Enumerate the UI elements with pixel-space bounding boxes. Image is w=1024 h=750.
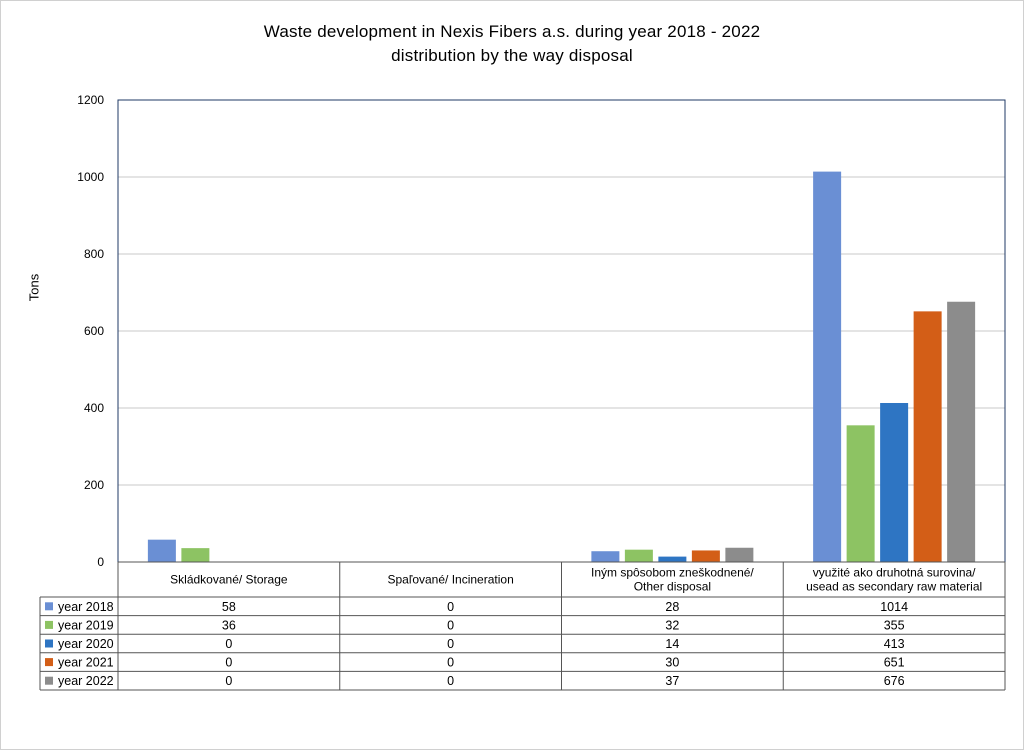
bar (658, 556, 687, 562)
category-label: Skládkované/ Storage (170, 573, 288, 587)
data-table-value: 0 (225, 637, 232, 651)
y-tick-label: 800 (84, 247, 104, 261)
data-table-value: 0 (447, 600, 454, 614)
category-label: Other disposal (634, 580, 711, 594)
data-table-value: 0 (225, 674, 232, 688)
data-table-value: 58 (222, 600, 236, 614)
legend-label: year 2018 (58, 600, 114, 614)
y-tick-label: 1000 (77, 170, 104, 184)
legend-label: year 2020 (58, 637, 114, 651)
y-tick-label: 600 (84, 324, 104, 338)
legend-swatch (45, 658, 53, 667)
legend-label: year 2022 (58, 674, 114, 688)
data-table-value: 651 (884, 656, 905, 670)
legend-swatch (45, 639, 53, 648)
bar (624, 549, 653, 562)
category-label: využité ako druhotná surovina/ (813, 566, 976, 580)
data-table-value: 0 (447, 656, 454, 670)
data-table-value: 36 (222, 618, 236, 632)
data-table-value: 30 (665, 656, 679, 670)
legend-swatch (45, 602, 53, 611)
bar (691, 550, 720, 562)
data-table-value: 355 (884, 618, 905, 632)
bar (725, 547, 754, 562)
data-table-value: 676 (884, 674, 905, 688)
y-tick-label: 1200 (77, 93, 104, 107)
data-table-value: 0 (225, 656, 232, 670)
legend-label: year 2019 (58, 618, 114, 632)
legend-label: year 2021 (58, 656, 114, 670)
bar (880, 402, 909, 562)
y-tick-label: 200 (84, 478, 104, 492)
data-table-value: 14 (665, 637, 679, 651)
bar (181, 548, 210, 562)
category-label: usead as secondary raw material (806, 580, 982, 594)
y-tick-label: 400 (84, 401, 104, 415)
category-label: Iným spôsobom zneškodnené/ (591, 566, 754, 580)
chart-subtitle: distribution by the way disposal (391, 46, 633, 65)
data-table-value: 0 (447, 618, 454, 632)
data-table-value: 0 (447, 674, 454, 688)
bar (947, 301, 976, 562)
data-table-value: 1014 (880, 600, 908, 614)
data-table-value: 28 (665, 600, 679, 614)
bar (813, 171, 842, 563)
legend-swatch (45, 620, 53, 629)
bar (846, 425, 875, 562)
data-table-value: 0 (447, 637, 454, 651)
chart-title: Waste development in Nexis Fibers a.s. d… (263, 22, 761, 41)
bar (147, 539, 176, 562)
legend-swatch (45, 676, 53, 685)
bar (591, 551, 620, 562)
y-tick-label: 0 (97, 555, 104, 569)
data-table-value: 413 (884, 637, 905, 651)
category-label: Spaľované/ Incineration (387, 573, 513, 587)
data-table-value: 32 (665, 618, 679, 632)
data-table-value: 37 (665, 674, 679, 688)
bar (913, 311, 942, 562)
